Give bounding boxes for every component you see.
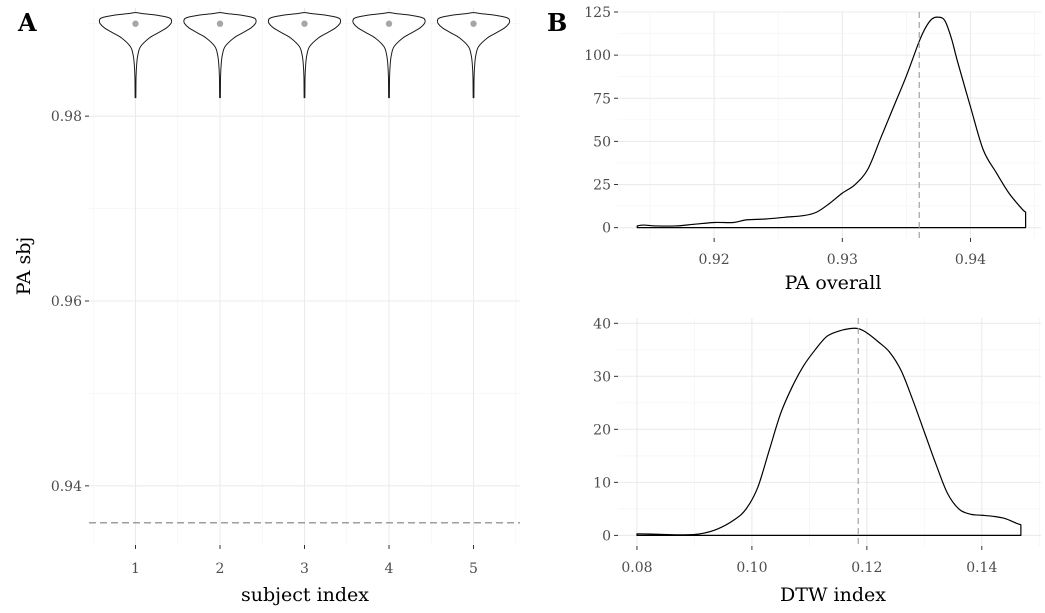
y-tick-label-a: 0.98 — [51, 109, 82, 125]
x-tick-label-b-top: 0.93 — [827, 252, 858, 268]
x-tick-label-b-bottom: 0.10 — [736, 560, 767, 576]
violin-median-5 — [470, 20, 477, 27]
grid-layer — [89, 8, 1041, 546]
x-axis-title-a: subject index — [241, 584, 369, 606]
y-tick-label-b-top: 25 — [593, 178, 611, 194]
violin-5 — [436, 12, 511, 99]
violin-median-1 — [132, 20, 139, 27]
y-tick-label-b-top: 125 — [584, 5, 611, 21]
panel-letter-a: A — [17, 8, 37, 37]
y-tick-label-b-bottom: 40 — [593, 316, 611, 332]
violin-2 — [183, 12, 257, 99]
violin-median-3 — [301, 20, 308, 27]
violin-4 — [352, 12, 426, 99]
x-tick-label-b-top: 0.92 — [699, 252, 730, 268]
y-tick-label-b-top: 0 — [602, 221, 611, 237]
violin-median-2 — [216, 20, 224, 27]
x-tick-label-a: 2 — [216, 561, 225, 577]
y-tick-label-a: 0.96 — [51, 294, 82, 310]
x-tick-label-a: 4 — [385, 561, 394, 577]
x-tick-label-b-bottom: 0.14 — [966, 560, 997, 576]
x-tick-label-a: 5 — [469, 561, 478, 577]
panel-letter-b: B — [547, 8, 567, 37]
y-tick-label-b-bottom: 0 — [602, 528, 611, 544]
x-axis-title-b-bottom: DTW index — [780, 584, 886, 606]
y-tick-label-b-bottom: 20 — [593, 422, 611, 438]
y-tick-label-b-top: 50 — [593, 134, 611, 150]
x-axis-title-b-top: PA overall — [785, 272, 882, 294]
violin-3 — [267, 12, 342, 99]
y-tick-label-b-bottom: 10 — [593, 475, 611, 491]
density-curve-b-bottom — [636, 327, 1022, 536]
y-tick-label-b-top: 100 — [584, 48, 611, 64]
x-tick-label-b-bottom: 0.08 — [621, 560, 652, 576]
x-tick-label-b-top: 0.94 — [955, 252, 986, 268]
y-tick-label-b-bottom: 30 — [593, 369, 611, 385]
marks-layer — [89, 12, 1027, 546]
x-tick-label-a: 3 — [300, 561, 309, 577]
violin-1 — [98, 12, 173, 99]
x-tick-label-a: 1 — [131, 561, 140, 577]
y-tick-label-b-top: 75 — [593, 91, 611, 107]
density-curve-b-top — [636, 16, 1027, 229]
x-tick-label-b-bottom: 0.12 — [851, 560, 882, 576]
y-axis-title-a: PA sbj — [13, 237, 35, 296]
violin-median-4 — [385, 20, 393, 27]
y-tick-label-a: 0.94 — [51, 479, 82, 495]
